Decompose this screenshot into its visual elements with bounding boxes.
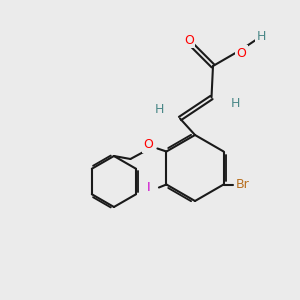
Text: O: O [143,138,153,152]
Text: H: H [154,103,164,116]
Text: H: H [256,29,266,43]
Text: O: O [237,46,246,60]
Text: Br: Br [236,178,250,191]
Text: I: I [147,181,150,194]
Text: H: H [231,97,240,110]
Text: O: O [184,34,194,47]
